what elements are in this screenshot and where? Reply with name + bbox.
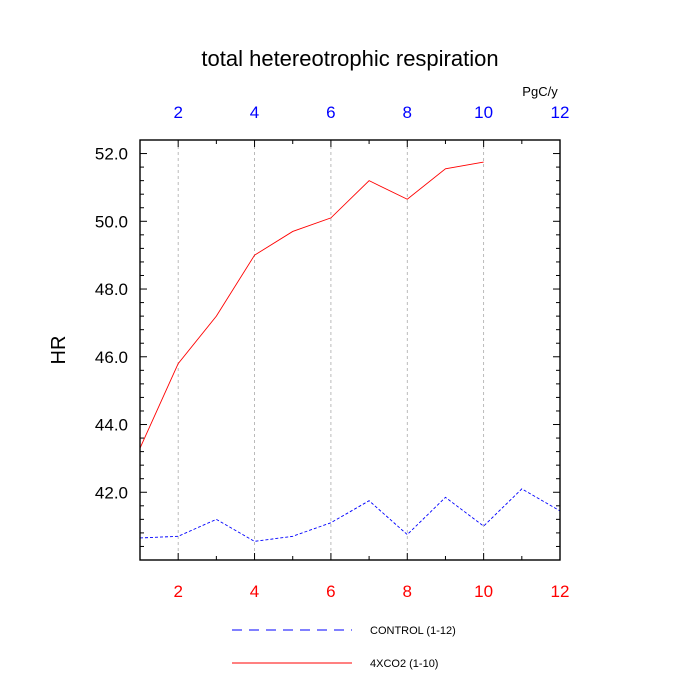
legend: CONTROL (1-12) 4XCO2 (1-10)	[232, 625, 456, 670]
legend-label-4xco2: 4XCO2 (1-10)	[370, 658, 438, 670]
axes: 2 2 4 4 6 6 8 8 10 10 12 12 42.0 44.0 46.0 48.0 50.0 52.0	[95, 103, 570, 601]
y-tick-label-48: 48.0	[95, 280, 128, 299]
y-tick-label-42: 42.0	[95, 483, 128, 502]
x-tick-label-top-8: 8	[403, 103, 412, 122]
x-tick-label-bottom-10: 10	[474, 582, 493, 601]
x-tick-label-top-10: 10	[474, 103, 493, 122]
x-tick-label-top-12: 12	[551, 103, 570, 122]
y-tick-label-46: 46.0	[95, 348, 128, 367]
y-axis-label: HR	[48, 336, 70, 365]
legend-label-control: CONTROL (1-12)	[370, 625, 456, 637]
chart-title: total hetereotrophic respiration	[201, 46, 498, 71]
y-tick-label-50: 50.0	[95, 212, 128, 231]
series-layer	[139, 161, 561, 542]
x-tick-label-bottom-4: 4	[250, 582, 259, 601]
y-tick-label-44: 44.0	[95, 416, 128, 435]
y-tick-label-52: 52.0	[95, 145, 128, 164]
top-axis-units-label: PgC/y	[522, 84, 558, 99]
x-tick-label-top-6: 6	[326, 103, 335, 122]
grid-lines	[177, 140, 485, 560]
x-tick-label-bottom-8: 8	[403, 582, 412, 601]
x-tick-label-bottom-2: 2	[173, 582, 182, 601]
x-tick-label-top-4: 4	[250, 103, 259, 122]
series-line-control	[139, 488, 561, 542]
x-tick-label-bottom-12: 12	[551, 582, 570, 601]
x-tick-label-bottom-6: 6	[326, 582, 335, 601]
plot-frame	[139, 139, 561, 561]
x-tick-label-top-2: 2	[173, 103, 182, 122]
series-line-4xco2	[139, 161, 484, 449]
